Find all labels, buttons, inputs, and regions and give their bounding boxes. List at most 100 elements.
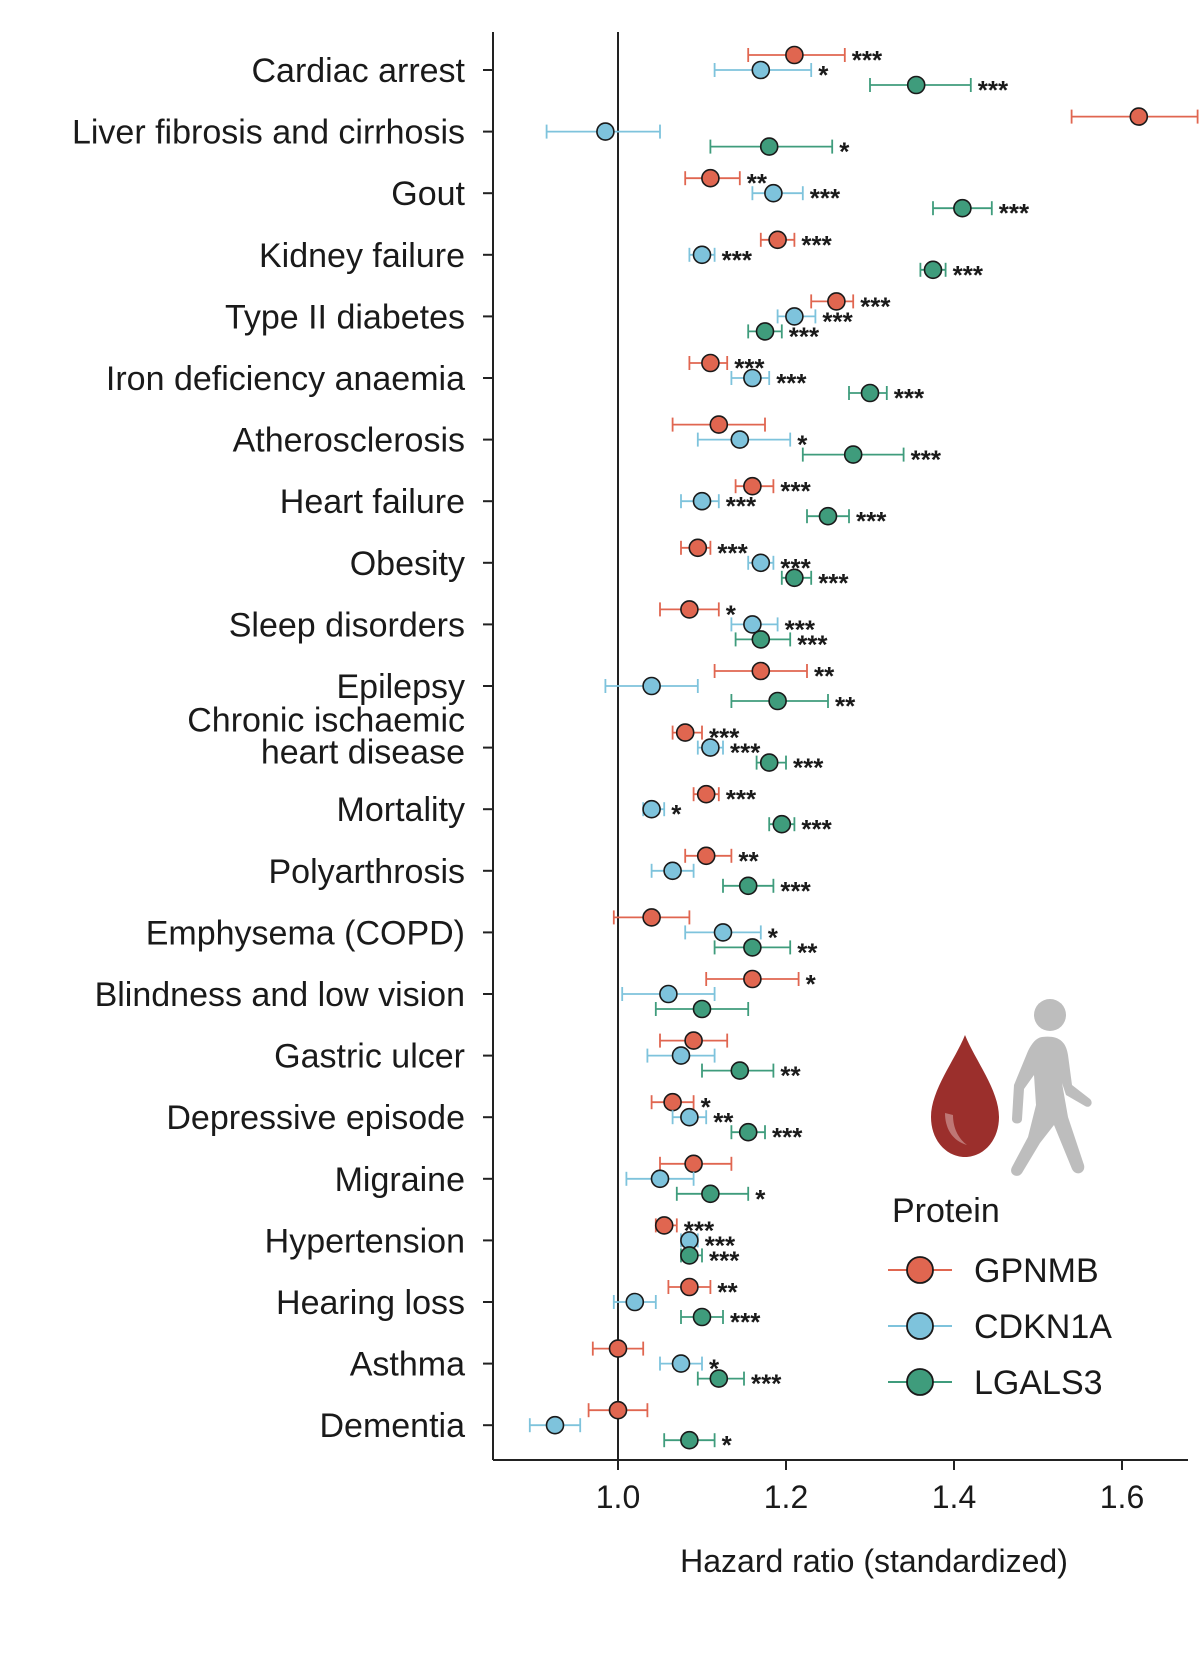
point-lgals3-gastric-ulcer <box>730 1061 750 1080</box>
point-lgals3-epilepsy <box>768 691 787 711</box>
sig-gpnmb-hearing-loss: ** <box>717 1277 738 1307</box>
point-cdkn1a-cardiac-arrest <box>751 60 771 80</box>
point-lgals3-migraine <box>701 1184 720 1204</box>
point-lgals3-chronic-ischaemic-heart-disease <box>759 753 779 772</box>
sig-lgals3-mortality: *** <box>801 814 832 844</box>
category-label-migraine: Migraine <box>335 1161 465 1199</box>
point-lgals3-atherosclerosis <box>843 445 863 464</box>
point-lgals3-hypertension <box>680 1246 699 1265</box>
category-label-polyarthrosis: Polyarthrosis <box>268 853 465 891</box>
sig-gpnmb-type-ii-diabetes: *** <box>860 291 891 321</box>
point-lgals3-kidney-failure <box>923 260 943 280</box>
point-gpnmb-asthma <box>608 1339 628 1358</box>
point-gpnmb-kidney-failure <box>768 230 787 250</box>
category-label-cardiac-arrest: Cardiac arrest <box>251 52 465 90</box>
point-cdkn1a-epilepsy <box>642 676 661 696</box>
legend-marker-lgals3 <box>906 1368 934 1396</box>
point-gpnmb-mortality <box>696 784 716 804</box>
category-label-obesity: Obesity <box>350 545 465 583</box>
point-gpnmb-iron-deficiency-anaemia <box>701 353 720 373</box>
series-group: ****************************************… <box>528 45 1199 1460</box>
x-tick-label-1-6: 1.6 <box>1100 1479 1144 1515</box>
legend-title: Protein <box>892 1192 1000 1230</box>
sig-lgals3-hypertension: *** <box>709 1245 740 1275</box>
point-lgals3-mortality <box>772 814 792 834</box>
point-gpnmb-dementia <box>608 1400 628 1420</box>
point-gpnmb-migraine <box>684 1154 703 1174</box>
point-lgals3-type-ii-diabetes <box>755 322 775 341</box>
category-label-atherosclerosis: Atherosclerosis <box>233 422 465 460</box>
series-lgals3: ****************************************… <box>654 75 1030 1460</box>
sig-lgals3-chronic-ischaemic-heart-disease: *** <box>793 753 824 783</box>
point-cdkn1a-asthma <box>671 1354 691 1373</box>
point-cdkn1a-atherosclerosis <box>730 430 750 449</box>
sig-lgals3-cardiac-arrest: *** <box>978 75 1009 105</box>
sig-lgals3-liver-fibrosis-and-cirrhosis: * <box>839 137 850 167</box>
point-lgals3-heart-failure <box>818 506 838 526</box>
point-lgals3-polyarthrosis <box>738 876 758 896</box>
category-label-gastric-ulcer: Gastric ulcer <box>274 1038 465 1076</box>
point-lgals3-iron-deficiency-anaemia <box>860 383 880 403</box>
category-label-emphysema-copd: Emphysema (COPD) <box>146 914 465 952</box>
point-cdkn1a-depressive-episode <box>680 1107 699 1127</box>
sig-lgals3-atherosclerosis: *** <box>911 445 942 475</box>
point-gpnmb-gastric-ulcer <box>684 1031 703 1050</box>
sig-gpnmb-cardiac-arrest: *** <box>852 45 883 75</box>
x-axis-title: Hazard ratio (standardized) <box>680 1543 1068 1579</box>
sig-gpnmb-mortality: *** <box>726 784 757 814</box>
point-lgals3-dementia <box>680 1430 699 1450</box>
sig-cdkn1a-type-ii-diabetes: *** <box>822 306 853 336</box>
sig-lgals3-polyarthrosis: *** <box>780 876 811 906</box>
x-tick-label-1-2: 1.2 <box>764 1479 808 1515</box>
category-label-epilepsy: Epilepsy <box>336 668 465 706</box>
legend-label-cdkn1a: CDKN1A <box>974 1308 1112 1346</box>
point-cdkn1a-hearing-loss <box>625 1292 645 1312</box>
point-gpnmb-cardiac-arrest <box>785 45 804 65</box>
point-gpnmb-depressive-episode <box>663 1092 682 1112</box>
sig-gpnmb-obesity: *** <box>717 538 748 568</box>
sig-gpnmb-epilepsy: ** <box>814 661 835 691</box>
category-label-hypertension: Hypertension <box>265 1222 465 1260</box>
sig-gpnmb-blindness-and-low-vision: * <box>806 969 817 999</box>
point-cdkn1a-dementia <box>545 1415 565 1435</box>
sig-cdkn1a-asthma: * <box>709 1354 720 1384</box>
sig-gpnmb-kidney-failure: *** <box>801 230 832 260</box>
legend-label-lgals3: LGALS3 <box>974 1364 1103 1402</box>
series-gpnmb: ****************************************… <box>587 45 1199 1420</box>
legend-marker-cdkn1a <box>906 1312 934 1340</box>
legend-marker-gpnmb <box>906 1256 934 1284</box>
point-gpnmb-epilepsy <box>751 661 771 681</box>
sig-lgals3-sleep-disorders: *** <box>797 629 828 659</box>
point-cdkn1a-mortality <box>642 799 661 819</box>
sig-cdkn1a-mortality: * <box>671 799 682 829</box>
sig-lgals3-epilepsy: ** <box>835 691 856 721</box>
point-lgals3-gout <box>953 198 972 218</box>
x-ticks: 1.0 1.2 1.4 1.6 <box>596 1460 1144 1515</box>
sig-gpnmb-depressive-episode: * <box>701 1092 712 1122</box>
blood-drop-highlight <box>945 1113 967 1145</box>
point-gpnmb-liver-fibrosis-and-cirrhosis <box>1129 107 1149 126</box>
category-label-type-ii-diabetes: Type II diabetes <box>225 298 465 336</box>
point-gpnmb-type-ii-diabetes <box>827 292 846 311</box>
series-cdkn1a: ********************************** <box>528 60 854 1435</box>
point-cdkn1a-obesity <box>751 553 771 573</box>
point-lgals3-obesity <box>785 568 804 588</box>
person-head <box>1034 999 1066 1031</box>
point-lgals3-depressive-episode <box>738 1122 758 1142</box>
sig-lgals3-asthma: *** <box>751 1369 782 1399</box>
x-tick-label-1-4: 1.4 <box>932 1479 976 1515</box>
sig-gpnmb-sleep-disorders: * <box>726 599 737 629</box>
category-label-blindness-and-low-vision: Blindness and low vision <box>95 976 465 1014</box>
category-label-dementia: Dementia <box>319 1407 465 1445</box>
category-label-iron-deficiency-anaemia: Iron deficiency anaemia <box>106 360 465 398</box>
point-lgals3-liver-fibrosis-and-cirrhosis <box>759 137 779 156</box>
point-cdkn1a-chronic-ischaemic-heart-disease <box>701 738 720 757</box>
point-cdkn1a-polyarthrosis <box>663 861 682 881</box>
sig-lgals3-gastric-ulcer: ** <box>780 1061 801 1091</box>
sig-cdkn1a-depressive-episode: ** <box>713 1107 734 1137</box>
sig-lgals3-heart-failure: *** <box>856 506 887 536</box>
point-lgals3-emphysema-copd <box>743 938 762 957</box>
category-label-asthma: Asthma <box>350 1346 465 1384</box>
